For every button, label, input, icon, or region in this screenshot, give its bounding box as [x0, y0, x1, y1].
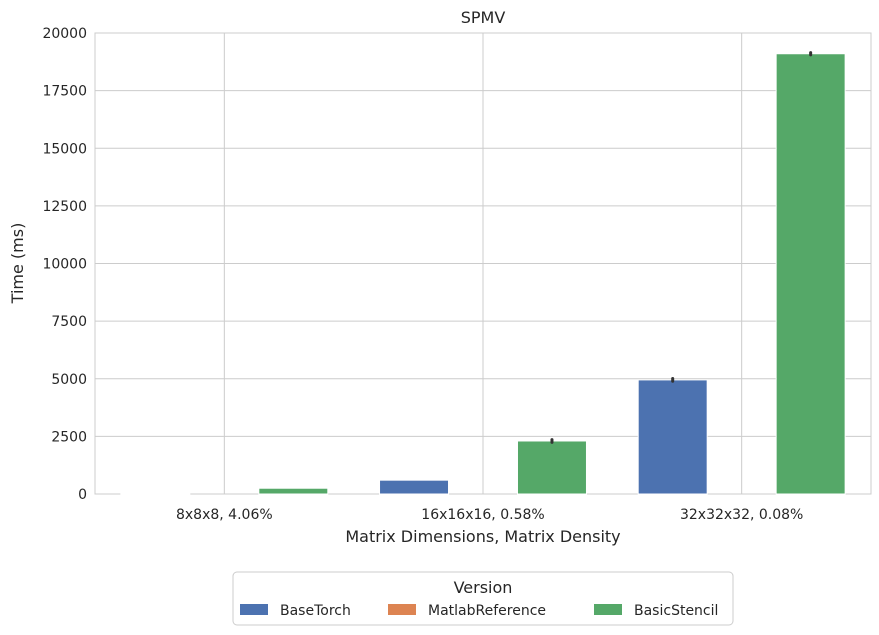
chart-title: SPMV	[461, 8, 506, 27]
bar-BasicStencil	[516, 440, 587, 495]
bar-BasicStencil	[258, 487, 329, 495]
grid-lines	[95, 33, 871, 494]
bar-BaseTorch	[637, 379, 708, 495]
legend-label-BaseTorch: BaseTorch	[280, 603, 351, 619]
legend-swatch-BasicStencil	[594, 604, 622, 615]
x-tick-label: 16x16x16, 0.58%	[421, 507, 544, 523]
y-tick-labels: 0 2500 5000 7500 10000 12500 15000 17500 20000	[42, 26, 87, 503]
bar-BaseTorch	[120, 492, 191, 495]
bars	[120, 51, 846, 495]
y-tick-label: 2500	[51, 429, 87, 445]
x-tick-labels: 8x8x8, 4.06% 16x16x16, 0.58% 32x32x32, 0.0…	[176, 507, 803, 523]
y-tick-label: 0	[78, 487, 87, 503]
legend-title: Version	[454, 578, 513, 597]
y-tick-label: 15000	[42, 141, 87, 157]
y-tick-label: 5000	[51, 372, 87, 388]
y-tick-label: 7500	[51, 314, 87, 330]
legend-label-MatlabReference: MatlabReference	[428, 603, 546, 619]
legend: Version BaseTorch MatlabReference BasicSte…	[232, 571, 734, 626]
legend-label-BasicStencil: BasicStencil	[634, 603, 718, 619]
legend-swatch-BaseTorch	[240, 604, 268, 615]
bar-BaseTorch	[379, 479, 450, 495]
legend-swatch-MatlabReference	[388, 604, 416, 615]
bar-BasicStencil	[775, 53, 846, 495]
y-tick-label: 10000	[42, 257, 87, 273]
x-axis-title: Matrix Dimensions, Matrix Density	[345, 527, 620, 546]
y-axis-title: Time (ms)	[8, 223, 27, 305]
x-tick-label: 32x32x32, 0.08%	[680, 507, 803, 523]
y-tick-label: 17500	[42, 84, 87, 100]
legend-items: BaseTorch MatlabReference BasicStencil	[240, 603, 718, 619]
y-tick-label: 12500	[42, 199, 87, 215]
x-tick-label: 8x8x8, 4.06%	[176, 507, 273, 523]
y-tick-label: 20000	[42, 26, 87, 42]
